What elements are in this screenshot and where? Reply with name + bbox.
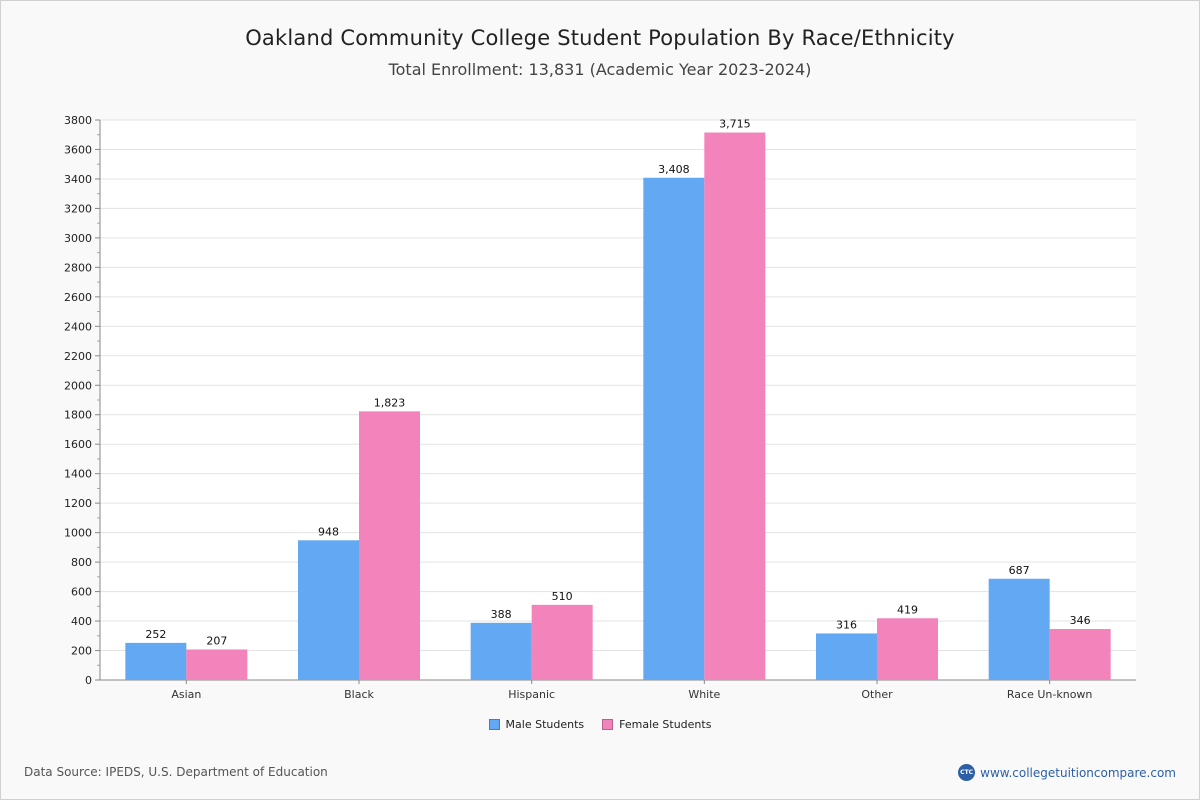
y-tick-label: 3400 [64, 173, 92, 186]
legend-label-male: Male Students [505, 718, 585, 731]
data-label: 948 [318, 525, 339, 538]
data-source-note: Data Source: IPEDS, U.S. Department of E… [24, 765, 328, 779]
x-tick-label: White [688, 688, 720, 701]
bar-male [988, 578, 1050, 680]
y-tick-label: 2200 [64, 350, 92, 363]
bar-male [816, 633, 877, 680]
chart-subtitle: Total Enrollment: 13,831 (Academic Year … [388, 60, 812, 79]
legend-item-female[interactable]: Female Students [602, 718, 711, 731]
bar-male [643, 177, 705, 680]
legend-swatch-female [602, 719, 614, 730]
y-tick-label: 3200 [64, 202, 92, 215]
bar-female [359, 411, 420, 680]
data-label: 346 [1070, 614, 1091, 627]
data-label: 510 [552, 590, 573, 603]
x-tick-label: Asian [171, 688, 201, 701]
bar-male [298, 540, 359, 680]
bar-female [1049, 629, 1111, 680]
bar-female [877, 618, 938, 680]
data-label: 252 [145, 628, 166, 641]
y-tick-label: 600 [71, 586, 92, 599]
y-tick-label: 1800 [64, 409, 92, 422]
y-tick-label: 1200 [64, 497, 92, 510]
data-label: 316 [836, 618, 857, 631]
y-tick-label: 2800 [64, 261, 92, 274]
brand-link[interactable]: CTC www.collegetuitioncompare.com [958, 764, 1176, 781]
legend-label-female: Female Students [619, 718, 712, 731]
bar-female [186, 649, 248, 680]
data-label: 419 [897, 603, 918, 616]
brand-url: www.collegetuitioncompare.com [980, 765, 1176, 780]
data-label: 1,823 [374, 396, 406, 409]
y-tick-label: 1600 [64, 438, 92, 451]
y-tick-label: 2000 [64, 379, 92, 392]
plot-area [100, 120, 1136, 680]
chart-legend: Male Students Female Students [0, 718, 1200, 731]
y-tick-label: 3000 [64, 232, 92, 245]
y-tick-label: 800 [71, 556, 92, 569]
legend-item-male[interactable]: Male Students [488, 718, 585, 731]
y-tick-label: 2400 [64, 320, 92, 333]
y-tick-label: 3800 [64, 114, 92, 127]
x-tick-label: Black [344, 688, 374, 701]
y-tick-label: 1400 [64, 468, 92, 481]
data-label: 207 [206, 634, 227, 647]
x-tick-label: Race Un-known [1007, 688, 1093, 701]
data-label: 3,715 [719, 118, 751, 131]
y-tick-label: 200 [71, 645, 92, 658]
legend-swatch-male [488, 719, 500, 730]
data-label: 388 [491, 608, 512, 621]
brand-logo-icon: CTC [958, 764, 976, 781]
y-tick-label: 400 [71, 615, 92, 628]
y-tick-label: 3600 [64, 143, 92, 156]
x-tick-label: Hispanic [508, 688, 555, 701]
data-label: 3,408 [658, 163, 690, 176]
y-tick-label: 2600 [64, 291, 92, 304]
y-tick-label: 1000 [64, 527, 92, 540]
bar-female [704, 132, 766, 681]
x-tick-label: Other [861, 688, 893, 701]
bar-male [470, 622, 532, 680]
y-tick-label: 0 [85, 674, 92, 687]
bar-female [531, 604, 593, 680]
data-label: 687 [1009, 564, 1030, 577]
chart-title: Oakland Community College Student Popula… [245, 26, 955, 50]
bar-male [125, 642, 187, 680]
